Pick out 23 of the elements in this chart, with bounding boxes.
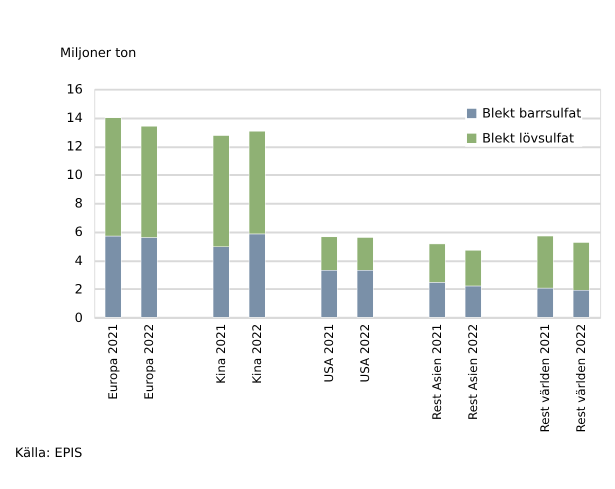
legend-label: Blekt barrsulfat bbox=[482, 106, 582, 122]
x-tick-label: Rest Asien 2022 bbox=[466, 324, 480, 420]
y-tick-label: 4 bbox=[74, 254, 83, 269]
y-tick-label: 6 bbox=[74, 225, 83, 240]
x-tick-label: Kina 2021 bbox=[214, 324, 228, 384]
x-tick-label: Rest världen 2022 bbox=[574, 324, 588, 432]
y-tick-label: 10 bbox=[66, 168, 83, 184]
y-tick-label: 2 bbox=[74, 282, 83, 298]
y-tick-label: 0 bbox=[74, 310, 83, 326]
x-tick-label: USA 2021 bbox=[322, 324, 336, 382]
y-tick-label: 16 bbox=[66, 82, 83, 98]
x-tick-label: Kina 2022 bbox=[250, 324, 264, 384]
legend-label: Blekt lövsulfat bbox=[482, 131, 574, 146]
x-tick-label: USA 2022 bbox=[358, 324, 372, 382]
y-tick-label: 12 bbox=[66, 140, 83, 155]
y-tick-label: 8 bbox=[74, 196, 83, 212]
x-tick-label: Europa 2021 bbox=[106, 324, 120, 400]
text: Källa: EPIS bbox=[14, 446, 82, 461]
x-tick-label: Rest Asien 2021 bbox=[430, 324, 444, 420]
y-tick-label: 14 bbox=[66, 111, 83, 126]
x-tick-label: Rest världen 2021 bbox=[538, 324, 552, 432]
x-tick-label: Europa 2022 bbox=[142, 324, 156, 400]
y-axis-title: Miljoner ton bbox=[60, 46, 136, 61]
